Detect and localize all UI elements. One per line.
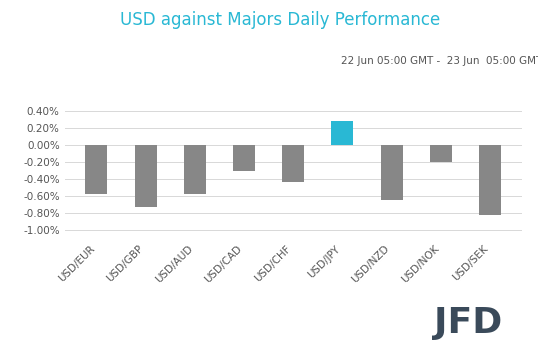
Text: 22 Jun 05:00 GMT -  23 Jun  05:00 GMT: 22 Jun 05:00 GMT - 23 Jun 05:00 GMT [341, 56, 538, 66]
Bar [331, 121, 353, 145]
Bar [282, 145, 305, 182]
Bar [430, 145, 452, 162]
Bar [86, 145, 108, 194]
Bar [233, 145, 255, 171]
Bar [134, 145, 157, 207]
Bar [380, 145, 402, 200]
Text: USD against Majors Daily Performance: USD against Majors Daily Performance [119, 11, 440, 28]
Text: JFD: JFD [434, 306, 502, 340]
Bar [479, 145, 501, 215]
Bar [184, 145, 206, 194]
